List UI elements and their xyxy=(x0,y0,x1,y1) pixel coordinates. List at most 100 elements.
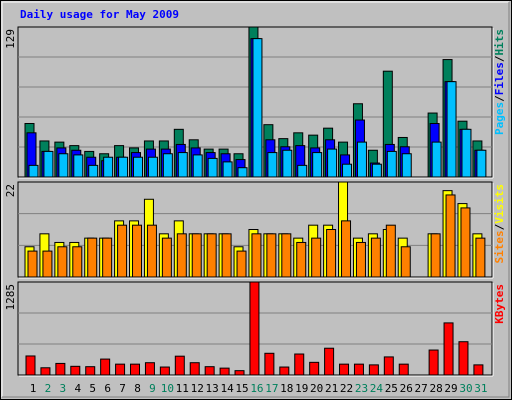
bar xyxy=(371,163,382,178)
bar xyxy=(28,164,39,178)
bar xyxy=(43,150,54,178)
bar xyxy=(87,237,98,278)
bar xyxy=(266,233,277,278)
x-tick-label: 7 xyxy=(119,382,126,395)
bar xyxy=(219,367,230,376)
bar xyxy=(383,356,394,376)
bar xyxy=(252,38,263,178)
x-tick-label: 12 xyxy=(191,382,204,395)
x-tick-label: 11 xyxy=(176,382,189,395)
bar xyxy=(70,365,81,376)
x-tick-label: 16 xyxy=(250,382,263,395)
bar xyxy=(401,153,412,178)
bar xyxy=(146,224,157,278)
bar xyxy=(282,149,293,178)
bar xyxy=(385,224,396,278)
bar xyxy=(324,347,335,376)
x-tick-label: 8 xyxy=(134,382,141,395)
x-tick-label: 6 xyxy=(104,382,111,395)
bar xyxy=(100,358,111,376)
bar xyxy=(341,220,352,278)
bar xyxy=(370,237,381,278)
bar xyxy=(55,362,66,376)
bar xyxy=(431,141,442,178)
bar xyxy=(430,233,441,278)
bar xyxy=(356,141,367,178)
bar xyxy=(85,366,96,376)
bar xyxy=(309,361,320,376)
bar xyxy=(237,167,248,178)
x-tick-label: 25 xyxy=(385,382,398,395)
x-tick-label: 24 xyxy=(370,382,384,395)
bar xyxy=(115,363,126,376)
bar xyxy=(249,281,260,376)
bar xyxy=(27,250,38,278)
legend-entry: Visits xyxy=(493,184,506,224)
bar xyxy=(222,161,233,178)
legend-entry: Hits xyxy=(493,29,506,56)
bar xyxy=(398,363,409,376)
bar xyxy=(147,156,158,178)
bar xyxy=(446,81,457,178)
y-tick-label: 22 xyxy=(4,184,17,197)
bar xyxy=(162,153,173,178)
bar xyxy=(174,355,185,376)
bar xyxy=(460,207,471,278)
bar xyxy=(25,355,36,376)
bar xyxy=(88,164,99,178)
bar xyxy=(176,233,187,278)
x-tick-label: 20 xyxy=(310,382,323,395)
bar xyxy=(267,152,278,178)
x-tick-label: 10 xyxy=(161,382,174,395)
bar xyxy=(476,149,487,178)
x-tick-label: 26 xyxy=(400,382,413,395)
x-tick-label: 15 xyxy=(235,382,248,395)
bar xyxy=(42,250,53,278)
bar xyxy=(102,237,113,278)
bar xyxy=(428,349,439,376)
legend-separator: / xyxy=(493,55,506,62)
bar xyxy=(221,233,232,278)
bar xyxy=(118,156,129,178)
bar xyxy=(117,224,128,278)
bar xyxy=(327,148,338,178)
x-tick-label: 19 xyxy=(295,382,308,395)
x-tick-label: 22 xyxy=(340,382,353,395)
bar xyxy=(461,128,472,178)
legend-entry: KBytes xyxy=(493,284,506,324)
bar xyxy=(386,150,397,178)
bar xyxy=(311,237,322,278)
y-tick-label: 129 xyxy=(4,29,17,49)
bar xyxy=(207,157,218,178)
legend: Pages/Files/Hits xyxy=(493,29,506,135)
bar xyxy=(236,250,247,278)
bar xyxy=(206,233,217,278)
bar xyxy=(57,246,68,278)
x-tick-label: 4 xyxy=(74,382,81,395)
bar xyxy=(326,229,337,278)
bar xyxy=(132,224,143,278)
x-tick-label: 2 xyxy=(45,382,52,395)
bar xyxy=(443,322,454,376)
bar xyxy=(103,156,114,178)
bar xyxy=(251,233,262,278)
bar xyxy=(296,241,307,278)
x-tick-label: 3 xyxy=(60,382,67,395)
bar xyxy=(312,152,323,178)
legend: KBytes xyxy=(493,284,506,324)
x-tick-label: 13 xyxy=(206,382,219,395)
x-tick-label: 18 xyxy=(280,382,293,395)
bar xyxy=(353,363,364,376)
bar xyxy=(279,366,290,376)
bar xyxy=(475,237,486,278)
x-tick-label: 17 xyxy=(265,382,278,395)
x-tick-label: 1 xyxy=(30,382,37,395)
bar xyxy=(294,353,305,376)
legend-entry: Pages xyxy=(493,102,506,135)
x-tick-label: 28 xyxy=(429,382,442,395)
y-tick-label: 1285 xyxy=(4,284,17,311)
x-tick-label: 29 xyxy=(444,382,457,395)
